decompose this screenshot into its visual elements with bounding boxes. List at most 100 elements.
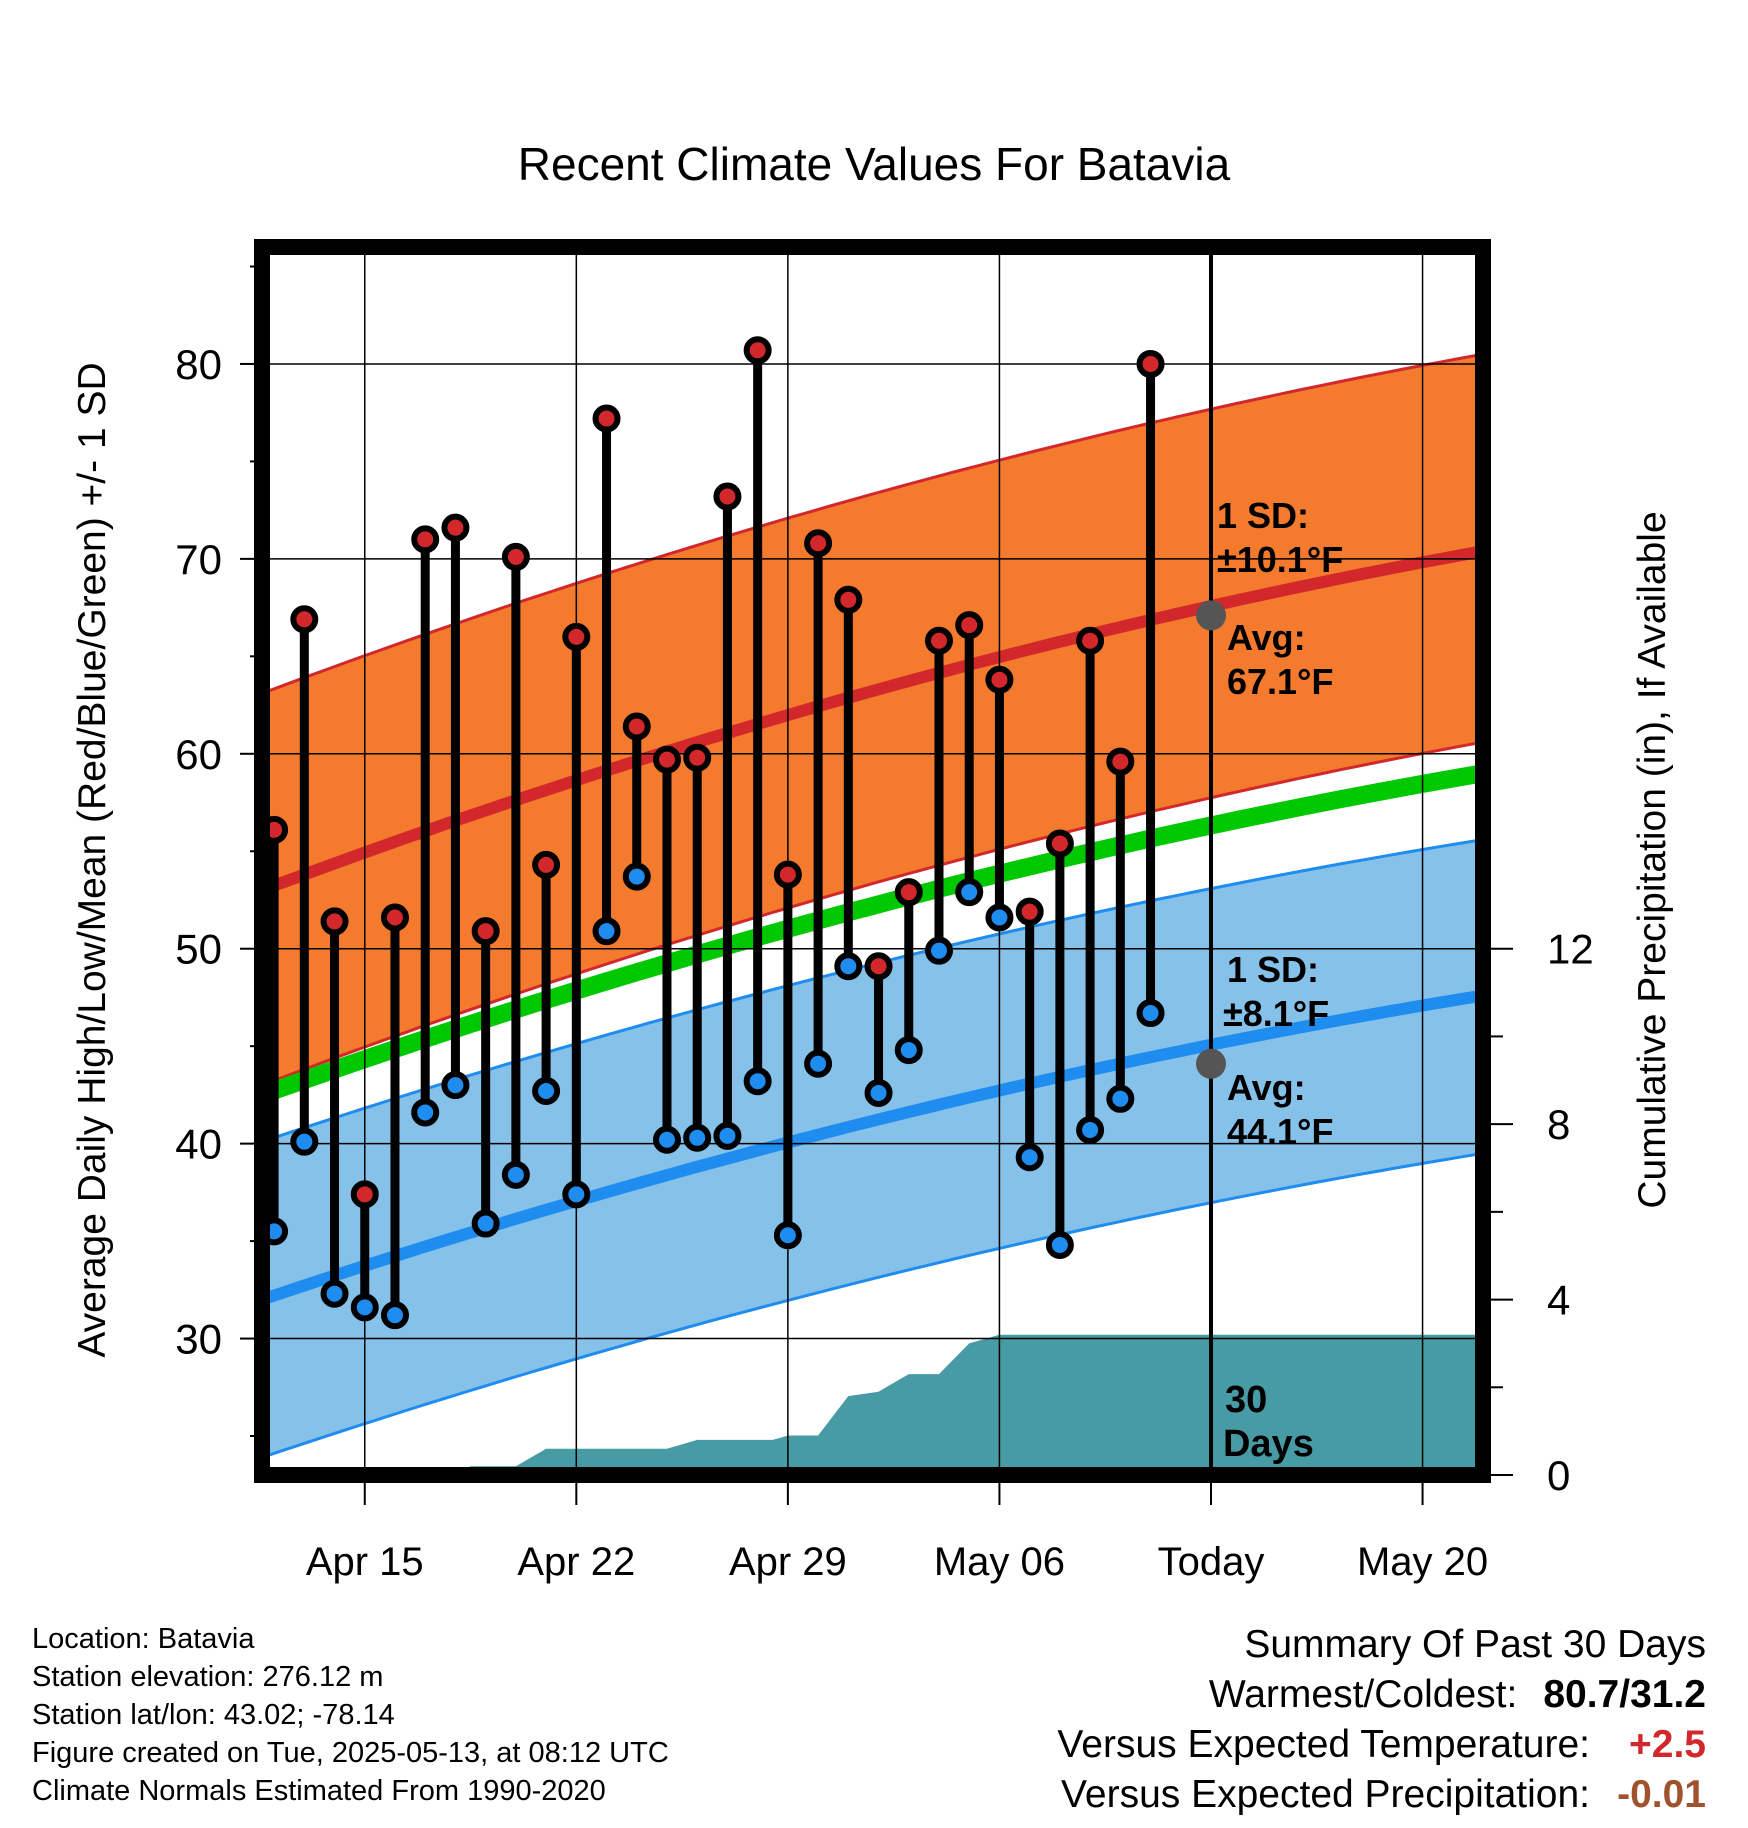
daily-high-point (562, 622, 591, 651)
y-tick-label: 60 (175, 731, 222, 778)
chart-canvas: 30 40 50 60 70 80 0 4 8 12 Apr 15 Apr 22 Apr 29 May 0… (71, 138, 1674, 1610)
daily-high-point (713, 482, 742, 511)
high-sd-value: ±10.1°F (1217, 539, 1343, 580)
daily-low-point (532, 1077, 561, 1106)
daily-low-point (834, 952, 863, 981)
warm-cold-label: Warmest/Coldest: (1208, 1673, 1518, 1716)
y-axis-label: Average Daily High/Low/Mean (Red/Blue/Gr… (71, 362, 114, 1357)
x-tick-label: May 06 (934, 1540, 1065, 1584)
y-tick-label: 80 (175, 341, 222, 388)
window-days-number: 30 (1225, 1379, 1267, 1421)
daily-high-point (683, 743, 712, 772)
x-tick-label: May 20 (1357, 1540, 1488, 1584)
summary-warm-cold-row: Warmest/Coldest: 80.7/31.2 (806, 1670, 1706, 1720)
daily-low-point (1106, 1084, 1135, 1113)
precip-area (262, 1334, 1483, 1475)
today-avg-high-dot (1195, 600, 1226, 631)
station-info: Location: Batavia Station elevation: 276… (32, 1620, 669, 1810)
high-normal-line (262, 545, 1483, 896)
plot-area (262, 247, 1483, 1475)
daily-high-point (1106, 747, 1135, 776)
daily-high-point (864, 952, 893, 981)
low-normal-line (262, 989, 1483, 1306)
summary-title: Summary Of Past 30 Days (1244, 1623, 1706, 1666)
daily-low-point (955, 878, 984, 907)
low-sd-label: 1 SD: (1227, 949, 1319, 990)
high-sd-upper-line (262, 352, 1483, 695)
y2-axis-label: Cumulative Precipitation (in), If Availa… (1631, 511, 1674, 1208)
y2-tick-label: 4 (1547, 1277, 1570, 1324)
daily-high-point (955, 611, 984, 640)
daily-low-point (652, 1125, 681, 1154)
daily-high-point (532, 850, 561, 879)
daily-low-point (441, 1071, 470, 1100)
x-tick-label: Apr 15 (306, 1540, 424, 1584)
daily-low-point (713, 1121, 742, 1150)
daily-high-point (773, 860, 802, 889)
warm-cold-value: 80.7/31.2 (1543, 1673, 1706, 1716)
high-avg-label: Avg: (1227, 617, 1306, 658)
high-avg-value: 67.1°F (1227, 661, 1333, 702)
x-axis-label: Day (838, 1603, 909, 1610)
mean-normal-line (262, 764, 1483, 1104)
daily-high-point (320, 907, 349, 936)
low-avg-label: Avg: (1227, 1067, 1306, 1108)
summary-precip-row: Versus Expected Precipitation: -0.01 (806, 1770, 1706, 1820)
plot-frame (254, 239, 1491, 1483)
daily-high-point (985, 665, 1014, 694)
daily-low-point (290, 1127, 319, 1156)
daily-high-point (350, 1180, 379, 1209)
y2-tick-label: 0 (1547, 1452, 1570, 1499)
daily-high-point (1015, 897, 1044, 926)
daily-low-point (985, 903, 1014, 932)
y-tick-label: 50 (175, 926, 222, 973)
daily-low-point (501, 1160, 530, 1189)
daily-high-point (804, 529, 833, 558)
latlon-text: Station lat/lon: 43.02; -78.14 (32, 1699, 395, 1731)
location-text: Location: Batavia (32, 1623, 255, 1655)
daily-low-point (924, 936, 953, 965)
elevation-text: Station elevation: 276.12 m (32, 1661, 384, 1693)
high-sd-lower-line (262, 740, 1483, 1087)
daily-high-point (290, 605, 319, 634)
y2-tick-label: 12 (1547, 926, 1594, 973)
precip-diff-label: Versus Expected Precipitation: (1061, 1773, 1590, 1816)
daily-high-point (411, 525, 440, 554)
daily-low-point (1076, 1115, 1105, 1144)
daily-low-point (562, 1180, 591, 1209)
x-tick-label: Today (1158, 1540, 1265, 1584)
x-tick-label: Apr 22 (517, 1540, 635, 1584)
daily-low-point (864, 1078, 893, 1107)
high-sd-label: 1 SD: (1217, 495, 1309, 536)
daily-low-point (683, 1123, 712, 1152)
daily-low-point (380, 1301, 409, 1330)
low-avg-value: 44.1°F (1227, 1111, 1333, 1152)
daily-high-point (622, 712, 651, 741)
low-sd-value: ±8.1°F (1223, 993, 1329, 1034)
daily-low-point (1015, 1143, 1044, 1172)
window-days-label: Days (1223, 1423, 1314, 1465)
daily-high-point (592, 404, 621, 433)
daily-low-point (350, 1293, 379, 1322)
daily-low-point (743, 1067, 772, 1096)
high-sd-band (262, 354, 1483, 1086)
daily-low-point (804, 1049, 833, 1078)
daily-high-point (1045, 829, 1074, 858)
daily-high-point (834, 585, 863, 614)
daily-high-point (652, 745, 681, 774)
low-sd-lower-line (262, 1151, 1483, 1459)
daily-low-point (773, 1221, 802, 1250)
chart-title: Recent Climate Values For Batavia (518, 138, 1231, 190)
y-tick-label: 70 (175, 536, 222, 583)
y-tick-label: 30 (175, 1316, 222, 1363)
daily-high-point (894, 878, 923, 907)
y-tick-label: 40 (175, 1121, 222, 1168)
daily-high-point (471, 917, 500, 946)
x-tick-label: Apr 29 (729, 1540, 847, 1584)
y2-tick-label: 8 (1547, 1101, 1570, 1148)
created-text: Figure created on Tue, 2025-05-13, at 08… (32, 1737, 669, 1769)
low-sd-band (262, 839, 1483, 1458)
daily-high-point (743, 336, 772, 365)
summary-temp-row: Versus Expected Temperature: +2.5 (806, 1720, 1706, 1770)
